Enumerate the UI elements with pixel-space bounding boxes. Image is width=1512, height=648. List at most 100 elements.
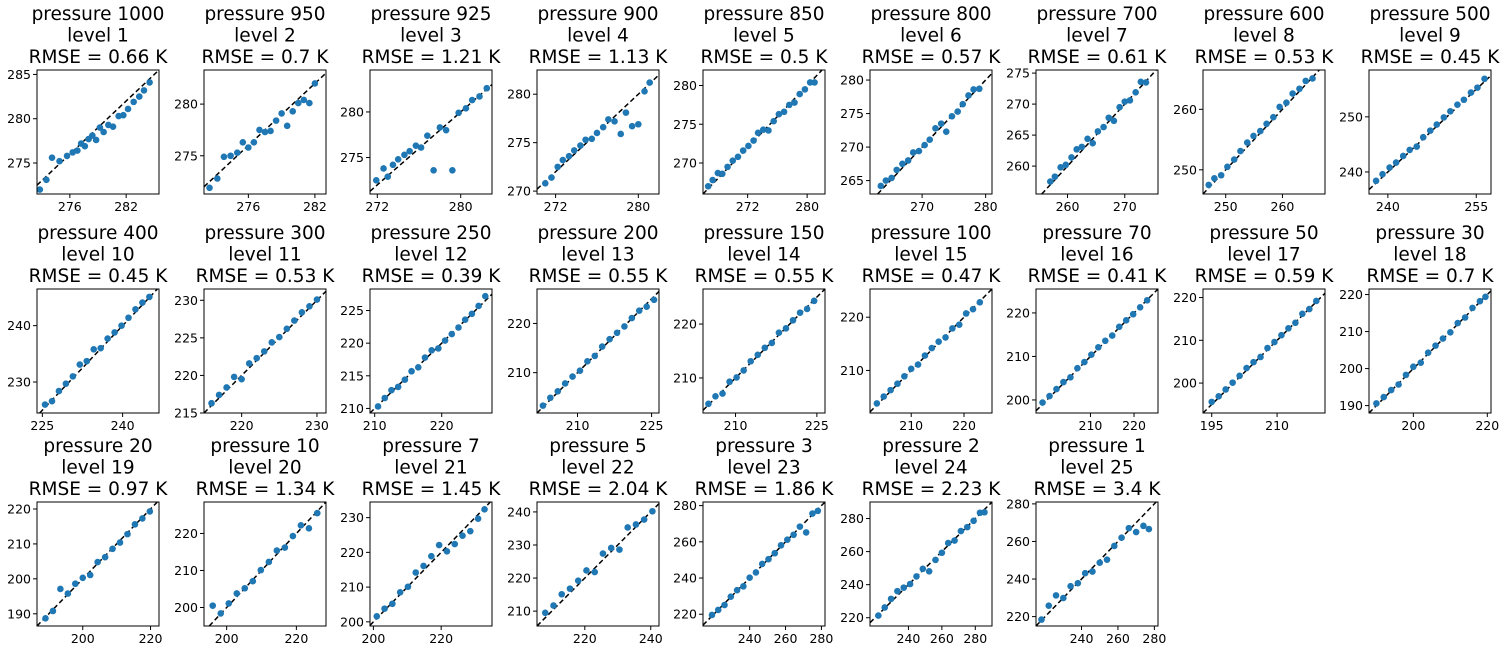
data-point xyxy=(116,539,124,546)
x-tick-label: 220 xyxy=(139,631,163,646)
x-tick-label: 270 xyxy=(1113,199,1137,214)
data-point xyxy=(584,358,591,365)
data-point xyxy=(481,505,488,513)
data-point xyxy=(461,316,469,323)
data-point xyxy=(780,108,788,116)
axes-frame xyxy=(1035,501,1159,627)
data-point xyxy=(1062,161,1070,169)
data-point xyxy=(250,139,258,146)
data-point xyxy=(1089,568,1096,575)
subplot-title-line: pressure 20 xyxy=(43,436,152,457)
x-tick-label: 195 xyxy=(1200,418,1224,433)
data-point xyxy=(969,305,977,313)
y-tick-label: 200 xyxy=(7,571,31,586)
y-tick-label: 210 xyxy=(673,370,697,385)
subplot-title-line: level 10 xyxy=(61,245,134,266)
data-point xyxy=(268,339,276,346)
subplot-title-line: RMSE = 1.34 K xyxy=(196,479,336,500)
data-point xyxy=(306,99,313,107)
subplot-title-line: pressure 30 xyxy=(1375,223,1484,244)
data-point xyxy=(906,580,914,588)
data-point xyxy=(1053,385,1060,393)
data-point xyxy=(635,307,643,314)
data-point xyxy=(913,573,920,580)
data-point xyxy=(724,163,731,171)
data-point xyxy=(554,388,562,395)
data-point xyxy=(1215,393,1222,400)
data-point xyxy=(233,149,241,156)
subplot-title-line: level 1 xyxy=(67,26,129,47)
subplot-title-line: level 11 xyxy=(228,245,301,266)
data-point xyxy=(86,571,94,579)
y-tick-label: 280 xyxy=(507,87,531,102)
axes-frame xyxy=(536,69,660,195)
data-point xyxy=(124,530,131,538)
y-tick-label: 280 xyxy=(673,78,697,93)
x-tick-label: 200 xyxy=(215,631,239,646)
data-point xyxy=(74,147,81,154)
data-point xyxy=(97,344,104,352)
data-point xyxy=(1410,363,1417,371)
y-tick-label: 215 xyxy=(340,368,364,383)
data-point xyxy=(726,378,733,386)
data-point xyxy=(1126,97,1134,104)
y-tick-label: 280 xyxy=(673,498,697,513)
data-point xyxy=(926,136,934,144)
data-point xyxy=(481,292,489,300)
data-point xyxy=(565,152,573,160)
data-point xyxy=(428,552,435,560)
data-point xyxy=(220,153,228,161)
data-point xyxy=(1433,121,1441,128)
subplot-title-line: pressure 250 xyxy=(370,223,491,244)
data-point xyxy=(1217,171,1225,179)
data-point xyxy=(932,125,939,132)
x-tick-label: 272 xyxy=(736,199,760,214)
data-point xyxy=(283,325,291,333)
data-point xyxy=(957,527,965,535)
data-point xyxy=(1110,117,1118,125)
data-point xyxy=(278,110,285,117)
data-point xyxy=(624,524,631,531)
data-point xyxy=(1439,335,1447,342)
subplot-title-line: RMSE = 0.45 K xyxy=(1361,47,1501,68)
data-point xyxy=(372,177,380,184)
data-point xyxy=(976,299,984,306)
data-point xyxy=(1057,164,1064,171)
data-point xyxy=(467,527,474,535)
y-tick-label: 225 xyxy=(174,330,198,345)
data-point xyxy=(981,508,988,516)
data-point xyxy=(69,373,77,380)
axes-frame xyxy=(869,288,993,414)
y-tick-label: 210 xyxy=(1339,324,1363,339)
data-point xyxy=(300,96,308,104)
data-point xyxy=(880,393,888,400)
data-point xyxy=(948,112,956,120)
data-point xyxy=(92,136,100,144)
data-point xyxy=(261,128,269,136)
data-point xyxy=(1474,84,1481,91)
data-point xyxy=(1285,325,1292,332)
data-point xyxy=(455,324,462,331)
data-point xyxy=(921,352,929,359)
subplot-title-line: pressure 70 xyxy=(1042,223,1151,244)
axes-frame xyxy=(203,69,327,195)
data-point xyxy=(1236,372,1243,380)
data-point xyxy=(1289,90,1296,97)
data-point xyxy=(1136,303,1144,311)
data-point xyxy=(1476,297,1484,305)
y-tick-label: 230 xyxy=(7,375,31,390)
data-point xyxy=(256,126,263,134)
x-tick-label: 240 xyxy=(738,631,762,646)
data-point xyxy=(468,96,476,104)
data-point xyxy=(613,329,621,337)
y-tick-label: 200 xyxy=(1006,392,1030,407)
data-point xyxy=(765,127,772,134)
x-tick-label: 272 xyxy=(544,199,568,214)
data-point xyxy=(955,321,963,328)
